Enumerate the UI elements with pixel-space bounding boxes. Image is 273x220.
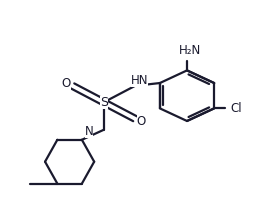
Text: O: O <box>62 77 71 90</box>
Text: HN: HN <box>130 73 148 86</box>
Text: Cl: Cl <box>231 102 242 115</box>
Text: S: S <box>100 96 108 109</box>
Text: N: N <box>85 125 93 138</box>
Text: H₂N: H₂N <box>179 44 201 57</box>
Text: O: O <box>136 114 146 128</box>
